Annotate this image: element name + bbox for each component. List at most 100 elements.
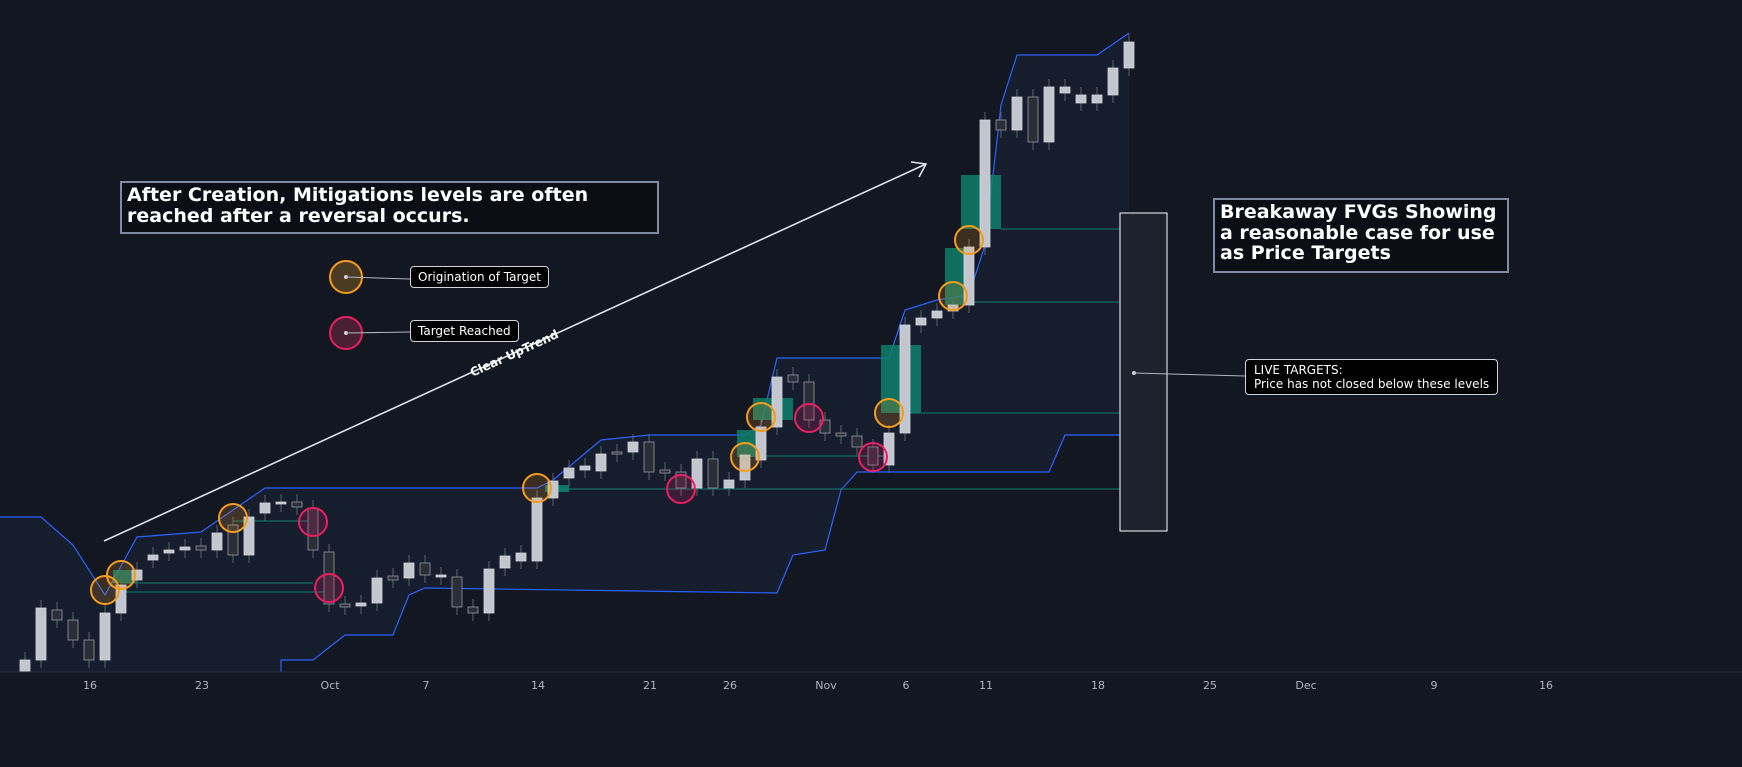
candle-down (419, 562, 431, 576)
x-tick-label: 11 (979, 679, 993, 692)
candle-up (35, 607, 47, 661)
candle-down (803, 381, 815, 421)
candle-up (931, 310, 943, 319)
origination-marker (938, 281, 968, 311)
candle-up (403, 562, 415, 579)
candle-up (1043, 86, 1055, 143)
channel-lower-line (280, 434, 1129, 690)
candle-down (867, 446, 879, 466)
candle-up (259, 502, 271, 514)
x-tick-label: 16 (83, 679, 97, 692)
candle-up (691, 458, 703, 489)
candle-up (899, 324, 911, 434)
x-tick-label: 26 (723, 679, 737, 692)
target-reached-marker (298, 507, 328, 537)
candle-down (467, 606, 479, 614)
breakaway-note: Breakaway FVGs Showing a reasonable case… (1213, 198, 1509, 273)
candle-down (787, 374, 799, 383)
candle-down (323, 551, 335, 605)
candle-up (1075, 94, 1087, 104)
candle-up (1123, 41, 1135, 69)
origination-marker (954, 225, 984, 255)
candle-up (979, 119, 991, 248)
live-targets-frame (1119, 212, 1168, 532)
live-targets-box (1119, 212, 1168, 532)
candle-up (1011, 96, 1023, 131)
legend-markers (329, 260, 1246, 377)
candle-down (387, 575, 399, 581)
target-reached-marker (858, 442, 888, 472)
candle-up (243, 516, 255, 556)
x-tick-label: 6 (903, 679, 910, 692)
fvg-zone (113, 570, 137, 583)
legend-reached-label: Target Reached (410, 320, 519, 342)
target-reached-marker (666, 474, 696, 504)
candle-up (147, 554, 159, 561)
candle-up (499, 555, 511, 569)
candle-down (707, 458, 719, 489)
candle-down (339, 603, 351, 608)
candle-down (67, 619, 79, 641)
candle-down (659, 469, 671, 474)
origination-marker (218, 503, 248, 533)
candle-down (611, 451, 623, 455)
candle-up (355, 602, 367, 607)
candle-down (643, 441, 655, 473)
x-tick-label: 18 (1091, 679, 1105, 692)
candle-down (227, 524, 239, 556)
candle-up (963, 246, 975, 306)
x-tick-label: 23 (195, 679, 209, 692)
x-tick-label: Nov (815, 679, 837, 692)
candle-up (99, 612, 111, 661)
candle-up (275, 501, 287, 505)
x-tick-label: Dec (1295, 679, 1316, 692)
x-tick-label: 16 (1539, 679, 1553, 692)
candle-up (531, 497, 543, 562)
markers-layer (90, 225, 984, 605)
candle-down (675, 471, 687, 489)
origination-marker (106, 560, 136, 590)
candle-up (435, 574, 447, 578)
legend-origination-label: Origination of Target (410, 266, 549, 288)
candle-up (627, 441, 639, 453)
candle-down (851, 435, 863, 448)
origination-marker (90, 575, 120, 605)
candle-down (195, 545, 207, 551)
candle-up (1107, 67, 1119, 96)
candle-up (739, 454, 751, 481)
x-tick-label: 7 (423, 679, 430, 692)
candle-up (755, 426, 767, 461)
candle-down (995, 119, 1007, 131)
origination-marker (746, 402, 776, 432)
origination-marker (522, 473, 552, 503)
x-tick-label: Oct (320, 679, 340, 692)
candle-up (371, 577, 383, 604)
x-tick-label: 9 (1431, 679, 1438, 692)
candle-up (595, 453, 607, 472)
time-axis-background (0, 672, 1742, 767)
time-axis[interactable]: 16 23 Oct 7 14 21 26 Nov 6 11 18 25 Dec 9 16 (0, 671, 1742, 767)
target-reached-marker (314, 573, 344, 603)
candle-up (547, 480, 559, 499)
x-tick-label: 21 (643, 679, 657, 692)
candle-up (515, 552, 527, 562)
target-reached-marker (794, 403, 824, 433)
candle-down (1027, 96, 1039, 143)
candle-up (131, 569, 143, 581)
candle-down (835, 432, 847, 437)
arrow-head-icon (910, 161, 928, 178)
live-targets-label: LIVE TARGETS: Price has not closed below… (1245, 359, 1499, 395)
candle-down (451, 576, 463, 608)
candle-up (771, 376, 783, 428)
x-tick-label: 25 (1203, 679, 1217, 692)
trend-arrow-line (103, 163, 927, 542)
candle-up (915, 317, 927, 326)
candle-up (483, 568, 495, 614)
candle-up (163, 549, 175, 554)
candles-layer (19, 34, 1135, 691)
candle-up (1091, 94, 1103, 104)
candle-up (211, 532, 223, 551)
candle-down (51, 609, 63, 621)
live-targets-title: LIVE TARGETS: (1254, 363, 1343, 377)
channel-fill (0, 33, 1129, 690)
